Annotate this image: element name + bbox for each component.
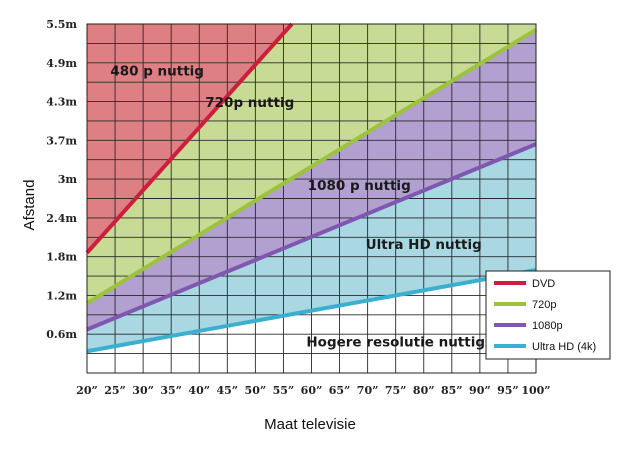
x-tick-label: 70” — [357, 384, 379, 397]
x-tick-label: 45” — [216, 384, 238, 397]
y-tick-label: 2.4m — [46, 212, 77, 225]
x-tick-label: 75” — [385, 384, 407, 397]
x-tick-label: 100” — [521, 384, 550, 397]
y-tick-label: 4.3m — [46, 96, 77, 109]
x-tick-label: 20” — [76, 384, 98, 397]
label-ultra-hd: Ultra HD nuttig — [366, 237, 482, 253]
legend-label-dvd: DVD — [532, 278, 555, 290]
y-axis-title: Afstand — [21, 180, 38, 231]
line-dvd — [85, 22, 294, 255]
x-tick-label: 50” — [245, 384, 267, 397]
legend: DVD 720p 1080p Ultra HD (4k) — [485, 270, 611, 360]
line-1080p — [86, 142, 537, 332]
series-lines — [85, 22, 538, 354]
x-tick-label: 65” — [329, 384, 351, 397]
legend-label-1080p: 1080p — [532, 320, 563, 332]
label-480p: 480 p nuttig — [110, 63, 204, 79]
y-tick-label: 1.2m — [46, 289, 77, 302]
x-tick-label: 90” — [469, 384, 491, 397]
label-higher-resolution: Hogere resolutie nuttig — [306, 335, 485, 351]
label-720p: 720p nuttig — [205, 95, 294, 111]
x-tick-label: 35” — [160, 384, 182, 397]
x-tick-label: 85” — [441, 384, 463, 397]
x-tick-label: 60” — [301, 384, 323, 397]
label-1080p: 1080 p nuttig — [308, 178, 411, 194]
x-tick-label: 40” — [188, 384, 210, 397]
y-tick-label: 1.8m — [46, 251, 77, 264]
y-tick-label: 4.9m — [46, 57, 77, 70]
y-tick-label: 0.6m — [46, 328, 77, 341]
y-tick-label: 3m — [58, 173, 78, 186]
legend-label-ultra-hd: Ultra HD (4k) — [532, 341, 596, 353]
y-tick-label: 5.5m — [46, 18, 77, 31]
x-tick-label: 30” — [132, 384, 154, 397]
line-720p — [85, 28, 538, 305]
x-tick-label: 95” — [497, 384, 519, 397]
x-tick-label: 55” — [273, 384, 295, 397]
y-tick-label: 3.7m — [46, 134, 77, 147]
plot-border — [86, 23, 537, 374]
legend-label-720p: 720p — [532, 299, 556, 311]
x-axis-title: Maat televisie — [264, 416, 356, 433]
x-tick-label: 80” — [413, 384, 435, 397]
line-ultra-hd — [86, 268, 537, 354]
x-tick-labels: 20” 25” 30” 35” 40” 45” 50” 55” 60” 65” 70” 75” 80” 8… — [76, 384, 550, 397]
x-tick-label: 25” — [104, 384, 126, 397]
